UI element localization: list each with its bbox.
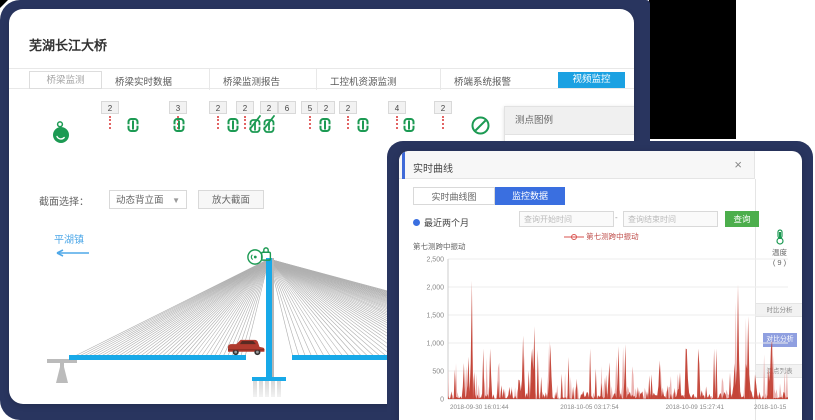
svg-text:2018-10-05 03:17:54: 2018-10-05 03:17:54: [560, 404, 619, 411]
svg-text:1,000: 1,000: [426, 341, 444, 348]
svg-text:0: 0: [440, 397, 444, 404]
svg-text:2,500: 2,500: [426, 257, 444, 264]
svg-text:500: 500: [432, 369, 444, 376]
svg-text:2,000: 2,000: [426, 285, 444, 292]
svg-text:1,500: 1,500: [426, 313, 444, 320]
svg-text:2018-09-30 16:01:44: 2018-09-30 16:01:44: [450, 404, 509, 411]
svg-text:2018-10-15 11:03:41: 2018-10-15 11:03:41: [754, 404, 788, 411]
svg-text:2018-10-09 15:27:41: 2018-10-09 15:27:41: [666, 404, 725, 411]
